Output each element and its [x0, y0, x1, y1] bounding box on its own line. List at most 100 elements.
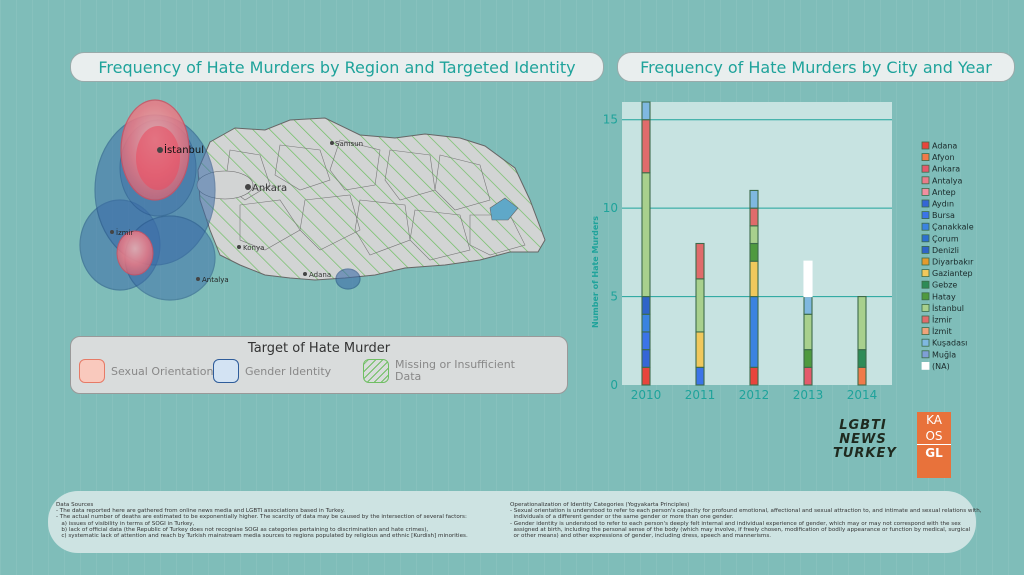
- legend-label: Çanakkale: [932, 223, 974, 232]
- bar-segment-denizli: [641, 296, 651, 315]
- legend-label: İstanbul: [932, 303, 964, 313]
- chart-legend: Adana Afyon Ankara Antalya Antep Aydın Bursa Ça…: [921, 141, 974, 371]
- y-tick-label: 5: [610, 290, 618, 304]
- legend-label: Hatay: [932, 292, 956, 301]
- gender-identity-swatch: [213, 359, 239, 383]
- x-tick-label: 2013: [793, 388, 824, 402]
- bar-segment-ku-adas-: [749, 189, 759, 209]
- bar-segment-hatay: [803, 349, 813, 368]
- turkey-map: İstanbul Ankara Samsun İzmir Konya Antal…: [79, 99, 546, 301]
- x-axis: 2010 2011 2012 2013 2014: [631, 388, 878, 402]
- legend-swatch: [921, 361, 930, 370]
- legend-label: Sexual Orientation: [111, 364, 214, 378]
- sexual-orientation-swatch: [79, 359, 105, 383]
- legend-label: Diyarbakır: [932, 258, 974, 267]
- legend-label: Antep: [932, 188, 956, 197]
- stacked-bar-chart: 0 5 10 15 2010 2011 2012 2013 2014 Number of Ha…: [591, 101, 974, 402]
- y-tick-label: 0: [610, 378, 618, 392]
- y-axis: 0 5 10 15: [603, 113, 618, 392]
- footer-identity-categories: Operationalization of Identity Categorie…: [510, 502, 982, 540]
- missing-data-swatch: [363, 359, 389, 383]
- bar-segment-ayd-n: [641, 349, 651, 368]
- y-tick-label: 10: [603, 201, 618, 215]
- legend-swatch: [921, 164, 930, 173]
- footer-notes: Data Sources - The data reported here ar…: [48, 491, 982, 553]
- y-tick-label: 15: [603, 113, 618, 127]
- bar-segment-i-stanbul: [695, 278, 705, 333]
- legend-label: Antalya: [932, 176, 963, 185]
- legend-swatch: [921, 234, 930, 243]
- legend-label: Muğla: [932, 350, 956, 359]
- bar-segment-gaziantep: [749, 260, 759, 298]
- bar-segment-gaziantep: [695, 331, 705, 368]
- legend-swatch: [921, 315, 930, 324]
- x-tick-label: 2011: [685, 388, 716, 402]
- legend-label: Gebze: [932, 281, 957, 290]
- bar-segment-i-stanbul: [857, 296, 867, 351]
- legend-label: Kuşadası: [932, 339, 967, 348]
- legend-item-sexual-orientation: Sexual Orientation: [79, 359, 213, 383]
- legend-swatch: [921, 303, 930, 312]
- legend-label: (NA): [932, 362, 950, 371]
- bar-segment-bursa: [641, 331, 651, 351]
- city-markers: İstanbul Ankara Samsun İzmir Konya Antal…: [110, 140, 363, 284]
- bar-segment-afyon: [857, 366, 867, 386]
- x-tick-label: 2014: [847, 388, 878, 402]
- footer-data-sources: Data Sources - The data reported here ar…: [56, 502, 468, 540]
- legend-label: Denizli: [932, 246, 959, 255]
- legend-item-gender-identity: Gender Identity: [213, 359, 331, 383]
- bar-segment-gebze: [857, 349, 867, 368]
- legend-label: Gaziantep: [932, 269, 973, 278]
- bar-segment-ku-adas-: [803, 296, 813, 315]
- map-title: Frequency of Hate Murders by Region and …: [70, 52, 604, 82]
- legend-label: İzmir: [932, 315, 953, 325]
- city-label-konya: Konya: [243, 244, 264, 252]
- bar-segment-i-zmir: [695, 242, 705, 280]
- turkey-outline: [197, 117, 546, 281]
- legend-label: Aydın: [932, 200, 954, 209]
- city-label-izmir: İzmir: [116, 228, 134, 237]
- legend-label: Bursa: [932, 211, 955, 220]
- legend-swatch: [921, 188, 930, 196]
- kaos-gl-logo: KA OS GL: [917, 412, 951, 478]
- legend-swatch: [921, 222, 930, 231]
- bar-segment-i-stanbul: [641, 172, 651, 298]
- legend-item-missing-data: Missing or Insufficient Data: [363, 359, 563, 383]
- legend-swatch: [921, 269, 930, 278]
- bar-segment-i-stanbul: [749, 225, 759, 245]
- x-tick-label: 2012: [739, 388, 770, 402]
- city-label-samsun: Samsun: [335, 140, 363, 148]
- legend-label: Çorum: [932, 234, 959, 243]
- lgbti-news-turkey-logo: LGBTI NEWS TURKEY: [833, 418, 897, 461]
- legend-label: İzmit: [932, 326, 952, 336]
- legend-swatch: [921, 176, 930, 185]
- bar-segment-adana: [749, 366, 759, 386]
- legend-swatch: [921, 245, 930, 254]
- legend-label: Gender Identity: [245, 364, 332, 378]
- map-legend-title: Target of Hate Murder: [247, 341, 391, 356]
- sexual-orientation-regions: [116, 99, 190, 276]
- legend-swatch: [921, 141, 930, 150]
- kaos-logo-line: GL: [917, 444, 951, 461]
- bar-segment-bursa: [695, 366, 705, 386]
- legend-swatch: [921, 153, 930, 161]
- legend-swatch: [921, 350, 930, 359]
- city-label-ankara: Ankara: [252, 183, 287, 194]
- city-label-istanbul: İstanbul: [164, 143, 204, 156]
- legend-swatch: [921, 292, 930, 301]
- map-legend: Target of Hate Murder Sexual Orientation…: [70, 336, 568, 394]
- bar-segment-i-zmir: [749, 207, 759, 227]
- city-label-antalya: Antalya: [202, 276, 229, 284]
- bar-segment--na-: [803, 260, 813, 298]
- city-label-adana: Adana: [309, 271, 331, 279]
- bar-segment-ankara: [803, 366, 813, 386]
- bar-segment-i-zmir: [641, 119, 651, 174]
- bar-segment--anakkale: [749, 296, 759, 368]
- kaos-logo-line: KA: [926, 413, 942, 427]
- bar-segment-adana: [641, 366, 651, 386]
- legend-label: Afyon: [932, 153, 955, 162]
- legend-swatch: [921, 257, 930, 266]
- legend-label: Adana: [932, 142, 957, 151]
- bar-segment-i-stanbul: [803, 313, 813, 351]
- kaos-logo-line: OS: [925, 429, 943, 443]
